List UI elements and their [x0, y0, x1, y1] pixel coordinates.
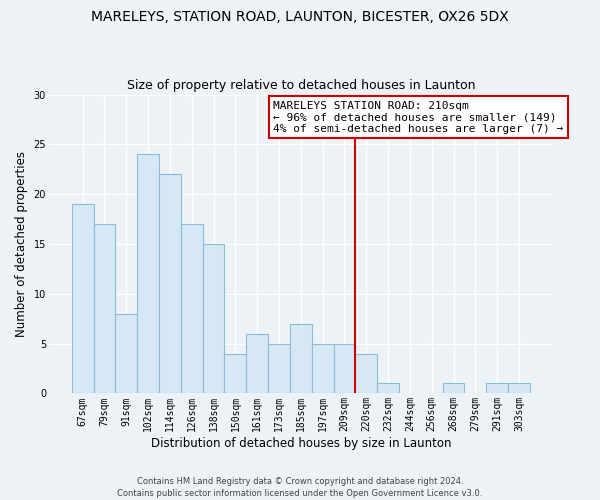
- Bar: [94, 224, 115, 394]
- Bar: [159, 174, 181, 394]
- Bar: [377, 384, 399, 394]
- Bar: [72, 204, 94, 394]
- Bar: [181, 224, 203, 394]
- Bar: [508, 384, 530, 394]
- Bar: [115, 314, 137, 394]
- Bar: [246, 334, 268, 394]
- Bar: [355, 354, 377, 394]
- Bar: [203, 244, 224, 394]
- Bar: [312, 344, 334, 394]
- X-axis label: Distribution of detached houses by size in Launton: Distribution of detached houses by size …: [151, 437, 451, 450]
- Title: Size of property relative to detached houses in Launton: Size of property relative to detached ho…: [127, 79, 475, 92]
- Bar: [334, 344, 355, 394]
- Bar: [290, 324, 312, 394]
- Bar: [137, 154, 159, 394]
- Text: Contains HM Land Registry data © Crown copyright and database right 2024.
Contai: Contains HM Land Registry data © Crown c…: [118, 476, 482, 498]
- Bar: [486, 384, 508, 394]
- Text: MARELEYS STATION ROAD: 210sqm
← 96% of detached houses are smaller (149)
4% of s: MARELEYS STATION ROAD: 210sqm ← 96% of d…: [273, 100, 563, 134]
- Y-axis label: Number of detached properties: Number of detached properties: [15, 151, 28, 337]
- Text: MARELEYS, STATION ROAD, LAUNTON, BICESTER, OX26 5DX: MARELEYS, STATION ROAD, LAUNTON, BICESTE…: [91, 10, 509, 24]
- Bar: [224, 354, 246, 394]
- Bar: [268, 344, 290, 394]
- Bar: [443, 384, 464, 394]
